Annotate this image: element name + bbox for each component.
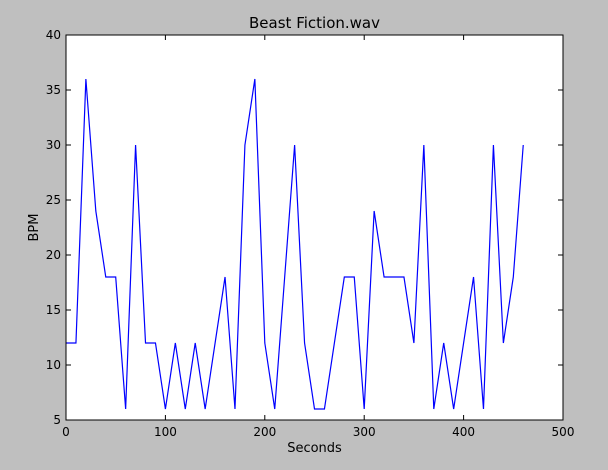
chart-title: Beast Fiction.wav xyxy=(249,14,380,32)
y-tick-label: 25 xyxy=(46,193,61,207)
plot-area xyxy=(66,35,563,420)
series-layer xyxy=(66,78,524,410)
y-tick-label: 15 xyxy=(46,303,61,317)
x-tick-label: 200 xyxy=(253,425,276,439)
x-tick-label: 100 xyxy=(154,425,177,439)
y-tick-label: 10 xyxy=(46,358,61,372)
y-tick-label: 20 xyxy=(46,248,61,262)
x-tick-label: 400 xyxy=(452,425,475,439)
x-tick-label: 0 xyxy=(62,425,70,439)
y-tick-label: 30 xyxy=(46,138,61,152)
plot-frame xyxy=(65,34,564,421)
y-axis-label: BPM xyxy=(27,214,42,242)
y-tick-label: 40 xyxy=(46,28,61,42)
y-tick-label: 35 xyxy=(46,83,61,97)
x-tick-label: 500 xyxy=(552,425,575,439)
series-line xyxy=(66,78,524,410)
y-tick-label: 5 xyxy=(53,413,61,427)
x-axis-label: Seconds xyxy=(287,441,342,456)
axis-ticks: 0 100 200 300 400 500 5 10 15 20 25 30 35 40 xyxy=(46,28,575,439)
x-tick-label: 300 xyxy=(353,425,376,439)
